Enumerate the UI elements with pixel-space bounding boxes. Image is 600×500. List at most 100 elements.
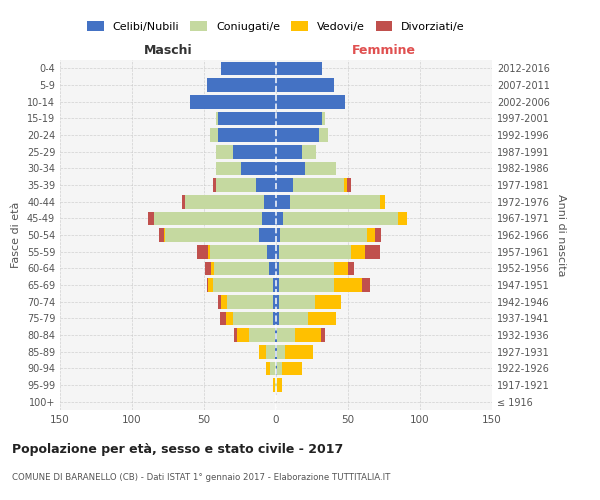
Bar xyxy=(265,195,276,208)
Y-axis label: Fasce di età: Fasce di età xyxy=(11,202,21,268)
Bar xyxy=(276,145,302,158)
Bar xyxy=(302,145,316,158)
Bar xyxy=(276,195,290,208)
Bar xyxy=(226,312,233,325)
Bar xyxy=(210,245,268,258)
Bar xyxy=(273,312,276,325)
Bar xyxy=(266,345,275,358)
Bar xyxy=(315,295,341,308)
Bar xyxy=(295,328,320,342)
Bar xyxy=(218,295,221,308)
Bar xyxy=(273,378,275,392)
Bar xyxy=(279,245,351,258)
Bar xyxy=(279,278,334,292)
Bar xyxy=(215,162,241,175)
Bar xyxy=(279,295,315,308)
Y-axis label: Anni di nascita: Anni di nascita xyxy=(556,194,566,276)
Bar xyxy=(165,228,259,242)
Bar xyxy=(211,262,214,275)
Bar xyxy=(268,245,276,258)
Bar xyxy=(284,345,313,358)
Bar xyxy=(319,128,328,142)
Bar xyxy=(276,112,322,125)
Bar xyxy=(320,328,325,342)
Bar xyxy=(348,262,354,275)
Bar xyxy=(362,278,370,292)
Bar xyxy=(221,295,227,308)
Bar xyxy=(208,245,210,258)
Bar xyxy=(215,112,218,125)
Bar xyxy=(227,295,273,308)
Text: Popolazione per età, sesso e stato civile - 2017: Popolazione per età, sesso e stato civil… xyxy=(12,442,343,456)
Bar xyxy=(334,278,362,292)
Bar xyxy=(276,228,280,242)
Bar xyxy=(148,212,154,225)
Bar xyxy=(218,128,276,142)
Bar xyxy=(190,95,276,108)
Bar xyxy=(276,62,322,75)
Bar xyxy=(279,312,308,325)
Bar xyxy=(185,195,265,208)
Bar xyxy=(380,195,385,208)
Bar xyxy=(210,128,218,142)
Bar xyxy=(276,162,305,175)
Bar xyxy=(276,295,279,308)
Bar xyxy=(277,345,284,358)
Bar xyxy=(276,245,279,258)
Bar xyxy=(207,78,276,92)
Bar xyxy=(290,195,380,208)
Legend: Celibi/Nubili, Coniugati/e, Vedovi/e, Divorziati/e: Celibi/Nubili, Coniugati/e, Vedovi/e, Di… xyxy=(83,16,469,36)
Bar xyxy=(237,328,248,342)
Bar xyxy=(276,262,279,275)
Bar xyxy=(273,295,276,308)
Bar xyxy=(376,228,381,242)
Bar xyxy=(277,378,282,392)
Bar xyxy=(276,78,334,92)
Bar xyxy=(398,212,407,225)
Bar xyxy=(259,228,276,242)
Bar xyxy=(212,278,273,292)
Bar xyxy=(205,262,211,275)
Bar xyxy=(275,345,276,358)
Bar xyxy=(276,378,277,392)
Bar xyxy=(269,262,276,275)
Bar xyxy=(233,145,276,158)
Bar xyxy=(233,312,273,325)
Bar xyxy=(273,278,276,292)
Bar xyxy=(282,362,302,375)
Bar xyxy=(218,112,276,125)
Bar xyxy=(197,245,208,258)
Bar xyxy=(276,95,345,108)
Bar xyxy=(215,145,233,158)
Bar xyxy=(220,312,226,325)
Bar xyxy=(208,278,212,292)
Bar xyxy=(334,262,348,275)
Text: Femmine: Femmine xyxy=(352,44,416,57)
Bar xyxy=(164,228,165,242)
Bar xyxy=(276,128,319,142)
Bar xyxy=(279,262,334,275)
Bar xyxy=(344,178,347,192)
Bar xyxy=(283,212,398,225)
Bar xyxy=(207,278,208,292)
Bar xyxy=(276,328,277,342)
Bar xyxy=(367,228,376,242)
Bar xyxy=(276,212,283,225)
Bar xyxy=(241,162,276,175)
Bar xyxy=(322,112,325,125)
Bar xyxy=(276,345,277,358)
Bar xyxy=(266,362,270,375)
Bar xyxy=(305,162,337,175)
Bar xyxy=(212,178,215,192)
Bar xyxy=(276,278,279,292)
Bar xyxy=(347,178,351,192)
Bar xyxy=(248,328,275,342)
Bar xyxy=(276,178,293,192)
Bar xyxy=(280,228,367,242)
Bar xyxy=(293,178,344,192)
Bar xyxy=(276,362,277,375)
Bar xyxy=(308,312,337,325)
Bar xyxy=(214,262,269,275)
Bar xyxy=(275,378,276,392)
Bar xyxy=(277,328,295,342)
